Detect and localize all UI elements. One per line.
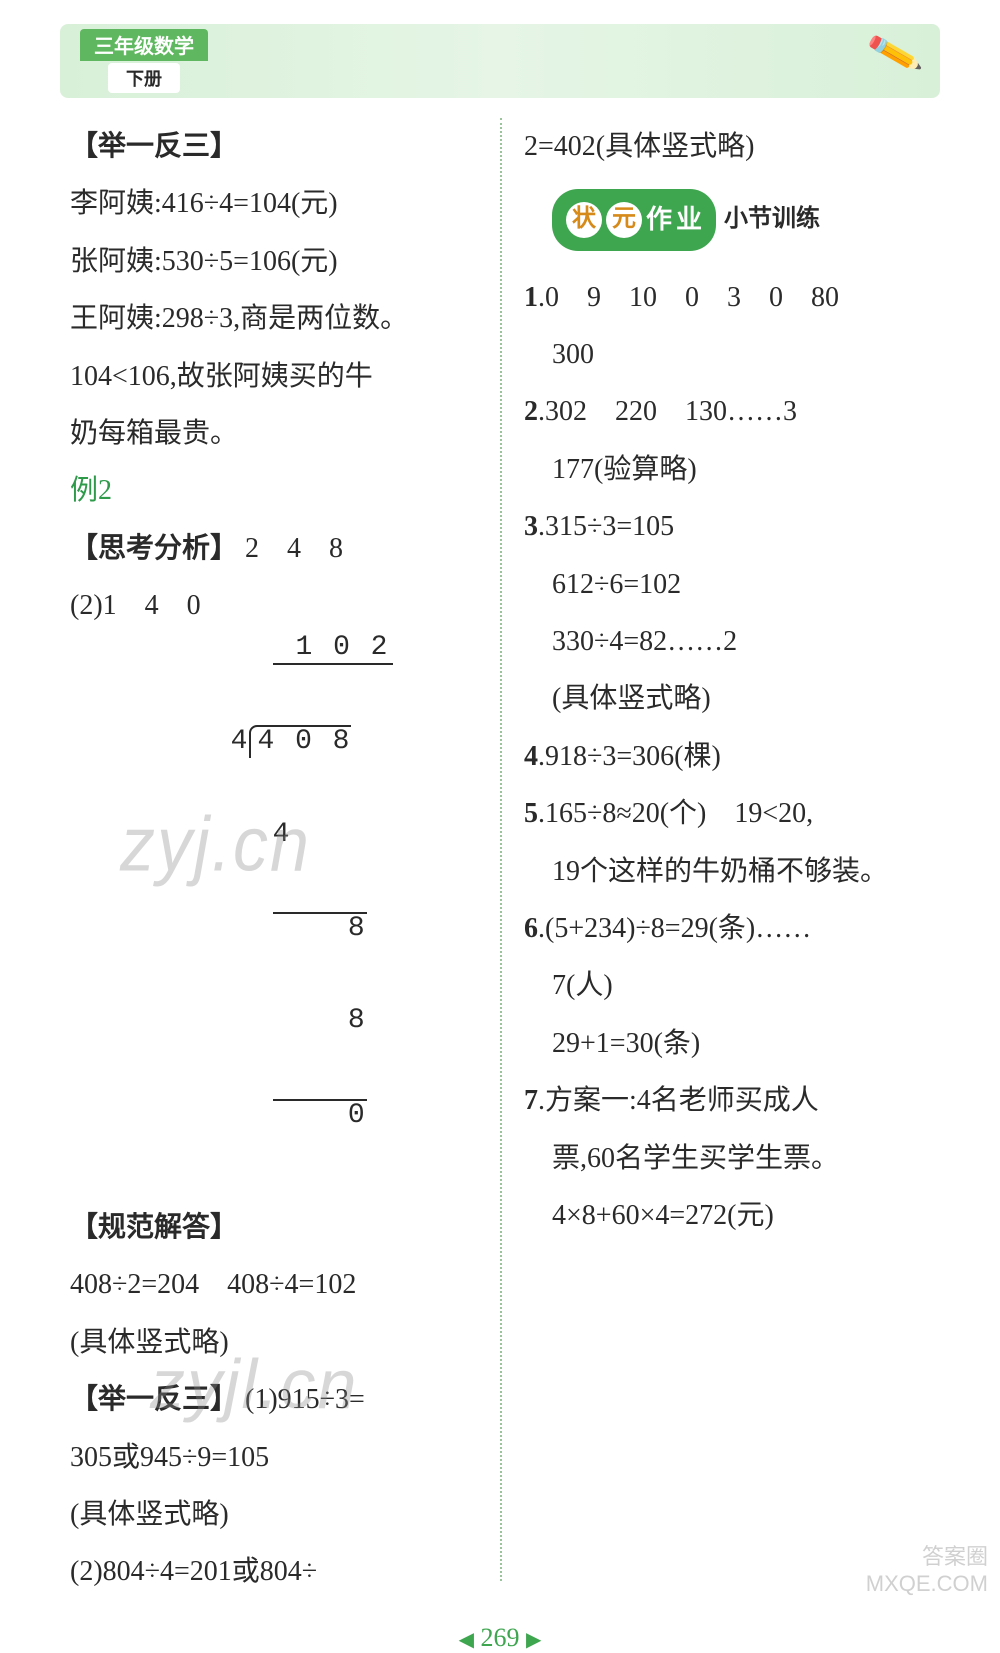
body-line: 2=402(具体竖式略) (524, 118, 934, 175)
item-cont: 300 (524, 326, 934, 383)
header-band: 三年级数学 下册 ✏️ (60, 24, 940, 98)
item-cont: 330÷4=82……2 (524, 613, 934, 670)
body-line: (具体竖式略) (70, 1486, 482, 1543)
list-item: 1.0 9 10 0 3 0 80 (524, 269, 934, 326)
badge-suffix: 小节训练 (724, 195, 820, 244)
ld-r1: 4 (273, 819, 292, 850)
analysis-row: 【思考分析】 2 4 8 (70, 520, 482, 577)
badge-section-title: 状 元 作 业 小节训练 (552, 189, 934, 250)
ld-r2: 8 (273, 912, 367, 945)
analysis-sub: (2)1 4 0 1 0 2 44 0 8 4 8 8 0 (70, 577, 482, 1199)
list-item: 2.302 220 130……3 (524, 383, 934, 440)
item-number: 4 (524, 741, 538, 772)
inference-2-inline: (1)915÷3= (245, 1384, 365, 1415)
section-title-inference-1: 【举一反三】 (70, 118, 482, 175)
list-item: 6.(5+234)÷8=29(条)…… (524, 900, 934, 957)
item-text: .315÷3=105 (538, 511, 674, 542)
column-divider (500, 118, 502, 1581)
list-item: 7.方案一:4名老师买成人 (524, 1072, 934, 1129)
ld-quotient: 1 0 2 (273, 632, 394, 665)
body-line: (具体竖式略) (70, 1314, 482, 1371)
page: 三年级数学 下册 ✏️ 【举一反三】 李阿姨:416÷4=104(元) 张阿姨:… (0, 24, 1000, 1607)
item-text: .方案一:4名老师买成人 (538, 1085, 819, 1116)
list-item: 4.918÷3=306(棵) (524, 728, 934, 785)
item-number: 6 (524, 913, 538, 944)
badge-char-1: 状 (566, 202, 602, 238)
body-line: 奶每箱最贵。 (70, 405, 482, 462)
item-text: .918÷3=306(棵) (538, 741, 721, 772)
badge-pill: 状 元 作 业 (552, 189, 716, 250)
badge-char-4: 业 (676, 193, 702, 246)
ld-dividend: 4 0 8 (249, 725, 351, 758)
item-cont: 4×8+60×4=272(元) (524, 1187, 934, 1244)
volume-label: 下册 (108, 63, 180, 93)
item-number: 3 (524, 511, 538, 542)
item-text: .0 9 10 0 3 0 80 (538, 282, 839, 313)
example-label: 例2 (70, 462, 482, 519)
triangle-left-icon: ◀ (459, 1629, 474, 1651)
badge-char-3: 作 (646, 193, 672, 246)
content-columns: 【举一反三】 李阿姨:416÷4=104(元) 张阿姨:530÷5=106(元)… (60, 108, 940, 1611)
item-number: 5 (524, 798, 538, 829)
left-column: 【举一反三】 李阿姨:416÷4=104(元) 张阿姨:530÷5=106(元)… (60, 108, 500, 1611)
ld-divisor: 4 (231, 726, 250, 757)
corner-line-1: 答案圈 (866, 1544, 988, 1570)
badge-char-2: 元 (606, 202, 642, 238)
body-line: (2)804÷4=201或804÷ (70, 1543, 482, 1600)
page-number-value: 269 (481, 1623, 520, 1652)
item-number: 7 (524, 1085, 538, 1116)
item-number: 2 (524, 396, 538, 427)
inference-2-row: 【举一反三】 (1)915÷3= (70, 1371, 482, 1428)
item-number: 1 (524, 282, 538, 313)
ld-r3: 8 (273, 1005, 367, 1036)
list-item: 5.165÷8≈20(个) 19<20, (524, 785, 934, 842)
body-line: 王阿姨:298÷3,商是两位数。 (70, 290, 482, 347)
section-title-answer: 【规范解答】 (70, 1199, 482, 1256)
item-cont: 29+1=30(条) (524, 1015, 934, 1072)
section-title-inference-2: 【举一反三】 (70, 1384, 238, 1415)
long-division: 1 0 2 44 0 8 4 8 8 0 (231, 571, 419, 1193)
item-cont: (具体竖式略) (524, 670, 934, 727)
page-number: ◀ 269 ▶ (0, 1623, 1000, 1653)
header-tag-wrap: 三年级数学 下册 (80, 29, 208, 93)
pencil-icon: ✏️ (865, 24, 925, 82)
list-item: 3.315÷3=105 (524, 498, 934, 555)
analysis-sub-text: (2)1 4 0 (70, 577, 201, 1199)
triangle-right-icon: ▶ (526, 1629, 541, 1651)
ld-r4: 0 (273, 1099, 367, 1132)
item-text: .165÷8≈20(个) 19<20, (538, 798, 813, 829)
analysis-inline: 2 4 8 (245, 533, 343, 564)
item-text: .302 220 130……3 (538, 396, 797, 427)
item-cont: 177(验算略) (524, 441, 934, 498)
body-line: 408÷2=204 408÷4=102 (70, 1256, 482, 1313)
item-cont: 7(人) (524, 957, 934, 1014)
body-line: 张阿姨:530÷5=106(元) (70, 233, 482, 290)
item-cont: 19个这样的牛奶桶不够装。 (524, 843, 934, 900)
body-line: 李阿姨:416÷4=104(元) (70, 175, 482, 232)
corner-mark: 答案圈 MXQE.COM (866, 1544, 988, 1597)
corner-line-2: MXQE.COM (866, 1571, 988, 1597)
section-title-analysis: 【思考分析】 (70, 533, 238, 564)
item-cont: 612÷6=102 (524, 556, 934, 613)
item-text: .(5+234)÷8=29(条)…… (538, 913, 811, 944)
right-column: 2=402(具体竖式略) 状 元 作 业 小节训练 1.0 9 10 0 3 0… (500, 108, 940, 1611)
body-line: 104<106,故张阿姨买的牛 (70, 348, 482, 405)
body-line: 305或945÷9=105 (70, 1429, 482, 1486)
item-cont: 票,60名学生买学生票。 (524, 1130, 934, 1187)
grade-subject-label: 三年级数学 (80, 29, 208, 61)
